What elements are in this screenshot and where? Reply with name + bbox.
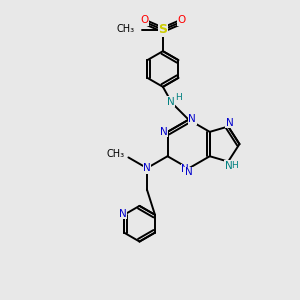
Text: N: N <box>226 118 233 128</box>
Text: CH₃: CH₃ <box>117 24 135 34</box>
Text: N: N <box>225 161 232 171</box>
Text: N: N <box>185 167 193 177</box>
Text: N: N <box>119 208 127 219</box>
Text: N: N <box>143 163 151 173</box>
Text: N: N <box>160 127 167 137</box>
Text: H: H <box>231 161 238 170</box>
Text: N: N <box>167 97 175 107</box>
Text: S: S <box>158 23 167 36</box>
Text: H: H <box>175 93 182 102</box>
Text: CH₃: CH₃ <box>107 149 125 160</box>
Text: N: N <box>188 114 196 124</box>
Text: O: O <box>140 15 148 25</box>
Text: N: N <box>160 126 167 136</box>
Text: O: O <box>178 15 186 25</box>
Text: N: N <box>181 164 189 174</box>
